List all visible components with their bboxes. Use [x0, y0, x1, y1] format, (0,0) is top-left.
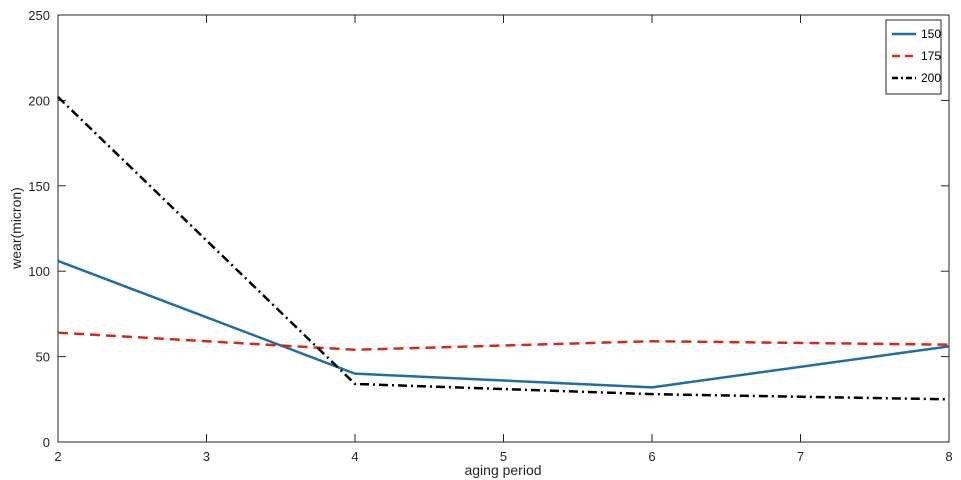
- legend: 150 175 200: [885, 19, 942, 95]
- x-tick-label: 4: [351, 449, 358, 464]
- x-tick-label: 7: [797, 449, 804, 464]
- y-tick-label: 100: [28, 264, 50, 279]
- y-tick-label: 200: [28, 93, 50, 108]
- y-axis-label: wear(micron): [8, 187, 24, 270]
- series-lines: [57, 96, 950, 401]
- series-line-175: [57, 331, 950, 352]
- legend-label-200: 200: [921, 71, 941, 85]
- y-tick-label: 250: [28, 8, 50, 23]
- legend-label-175: 175: [921, 49, 941, 63]
- series-line-200: [57, 96, 950, 401]
- x-tick-label: 6: [648, 449, 655, 464]
- x-tick-label: 2: [54, 449, 61, 464]
- y-tick-label: 0: [43, 435, 50, 450]
- y-tick-marks: [58, 14, 949, 443]
- x-tick-label: 5: [500, 449, 507, 464]
- x-tick-marks: [57, 15, 950, 442]
- x-tick-label: 8: [945, 449, 952, 464]
- y-tick-label: 150: [28, 179, 50, 194]
- y-tick-label: 50: [36, 350, 50, 365]
- legend-label-150: 150: [921, 27, 941, 41]
- x-axis-label: aging period: [464, 462, 541, 478]
- x-tick-labels: 2 3 4 5 6 7 8: [54, 449, 952, 464]
- plot-frame: [57, 14, 950, 443]
- x-tick-label: 3: [203, 449, 210, 464]
- y-tick-labels: 0 50 100 150 200 250: [28, 8, 50, 450]
- series-line-150: [57, 259, 950, 389]
